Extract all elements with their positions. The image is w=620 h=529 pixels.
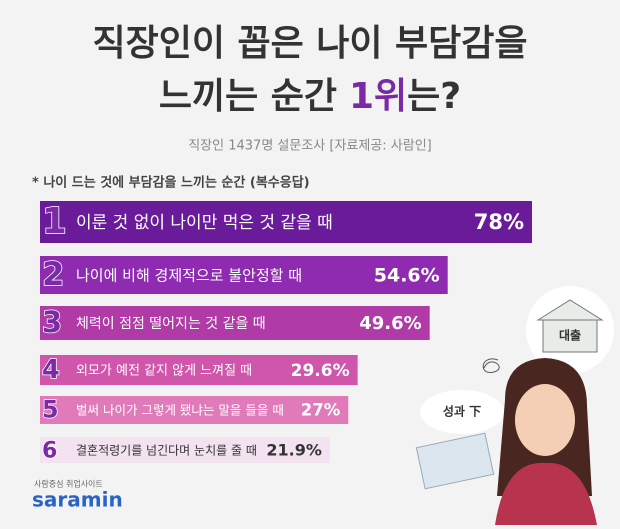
rank: 1 (42, 201, 67, 242)
subtitle: 직장인 1437명 설문조사 [자료제공: 사람인] (188, 139, 432, 154)
title-line2: 느끼는 순간 1위는? (159, 76, 461, 117)
brand-logo: saramin (32, 488, 123, 512)
value-label: 27% (301, 401, 341, 420)
category-label: 외모가 예전 같지 않게 느껴질 때 (76, 364, 252, 379)
value-label: 54.6% (374, 265, 440, 287)
value-label: 78% (474, 210, 524, 234)
brand-tagline: 사람중심 취업사이트 (34, 479, 103, 489)
bank-roof (536, 299, 604, 321)
category-label: 체력이 점점 떨어지는 것 같을 때 (76, 316, 266, 332)
illustration: 대출 성과 下 (415, 286, 614, 525)
category-label: 이룬 것 없이 나이만 먹은 것 같을 때 (76, 213, 333, 233)
bubble (420, 390, 504, 434)
title-text: 느끼는 순간 (159, 76, 337, 117)
paper (415, 432, 495, 490)
bar (40, 355, 358, 385)
body (495, 462, 597, 525)
title-highlight: 1위 (349, 76, 407, 117)
rank: 5 (42, 396, 59, 424)
rank: 4 (42, 355, 60, 385)
bar (40, 437, 330, 463)
bars: 1 이룬 것 없이 나이만 먹은 것 같을 때 78% 2 나이에 비해 경제적으로 불… (40, 200, 532, 464)
note: * 나이 드는 것에 부담감을 느끼는 순간 (복수응답) (32, 175, 310, 191)
bar (40, 201, 532, 243)
value-label: 29.6% (291, 361, 350, 381)
bar (40, 306, 430, 340)
illustration-label: 대출 (559, 328, 581, 343)
rank: 3 (42, 305, 62, 339)
category-label: 결혼적령기를 넘긴다며 눈치를 줄 때 (76, 444, 257, 458)
face (515, 384, 575, 456)
rank: 6 (42, 438, 57, 464)
rank: 2 (42, 255, 64, 293)
bar (40, 396, 349, 424)
illustration-label: 성과 下 (443, 404, 481, 419)
category-label: 나이에 비해 경제적으로 불안정할 때 (76, 267, 302, 285)
title-line1: 직장인이 꼽은 나이 부담감을 (92, 23, 527, 64)
scribble (482, 358, 500, 373)
bar (40, 256, 448, 294)
value-label: 21.9% (266, 441, 322, 460)
category-label: 벌써 나이가 그렇게 됐냐는 말을 들을 때 (76, 403, 284, 418)
value-label: 49.6% (359, 313, 421, 334)
title-text: 는? (407, 76, 461, 117)
bank-icon (542, 317, 598, 353)
